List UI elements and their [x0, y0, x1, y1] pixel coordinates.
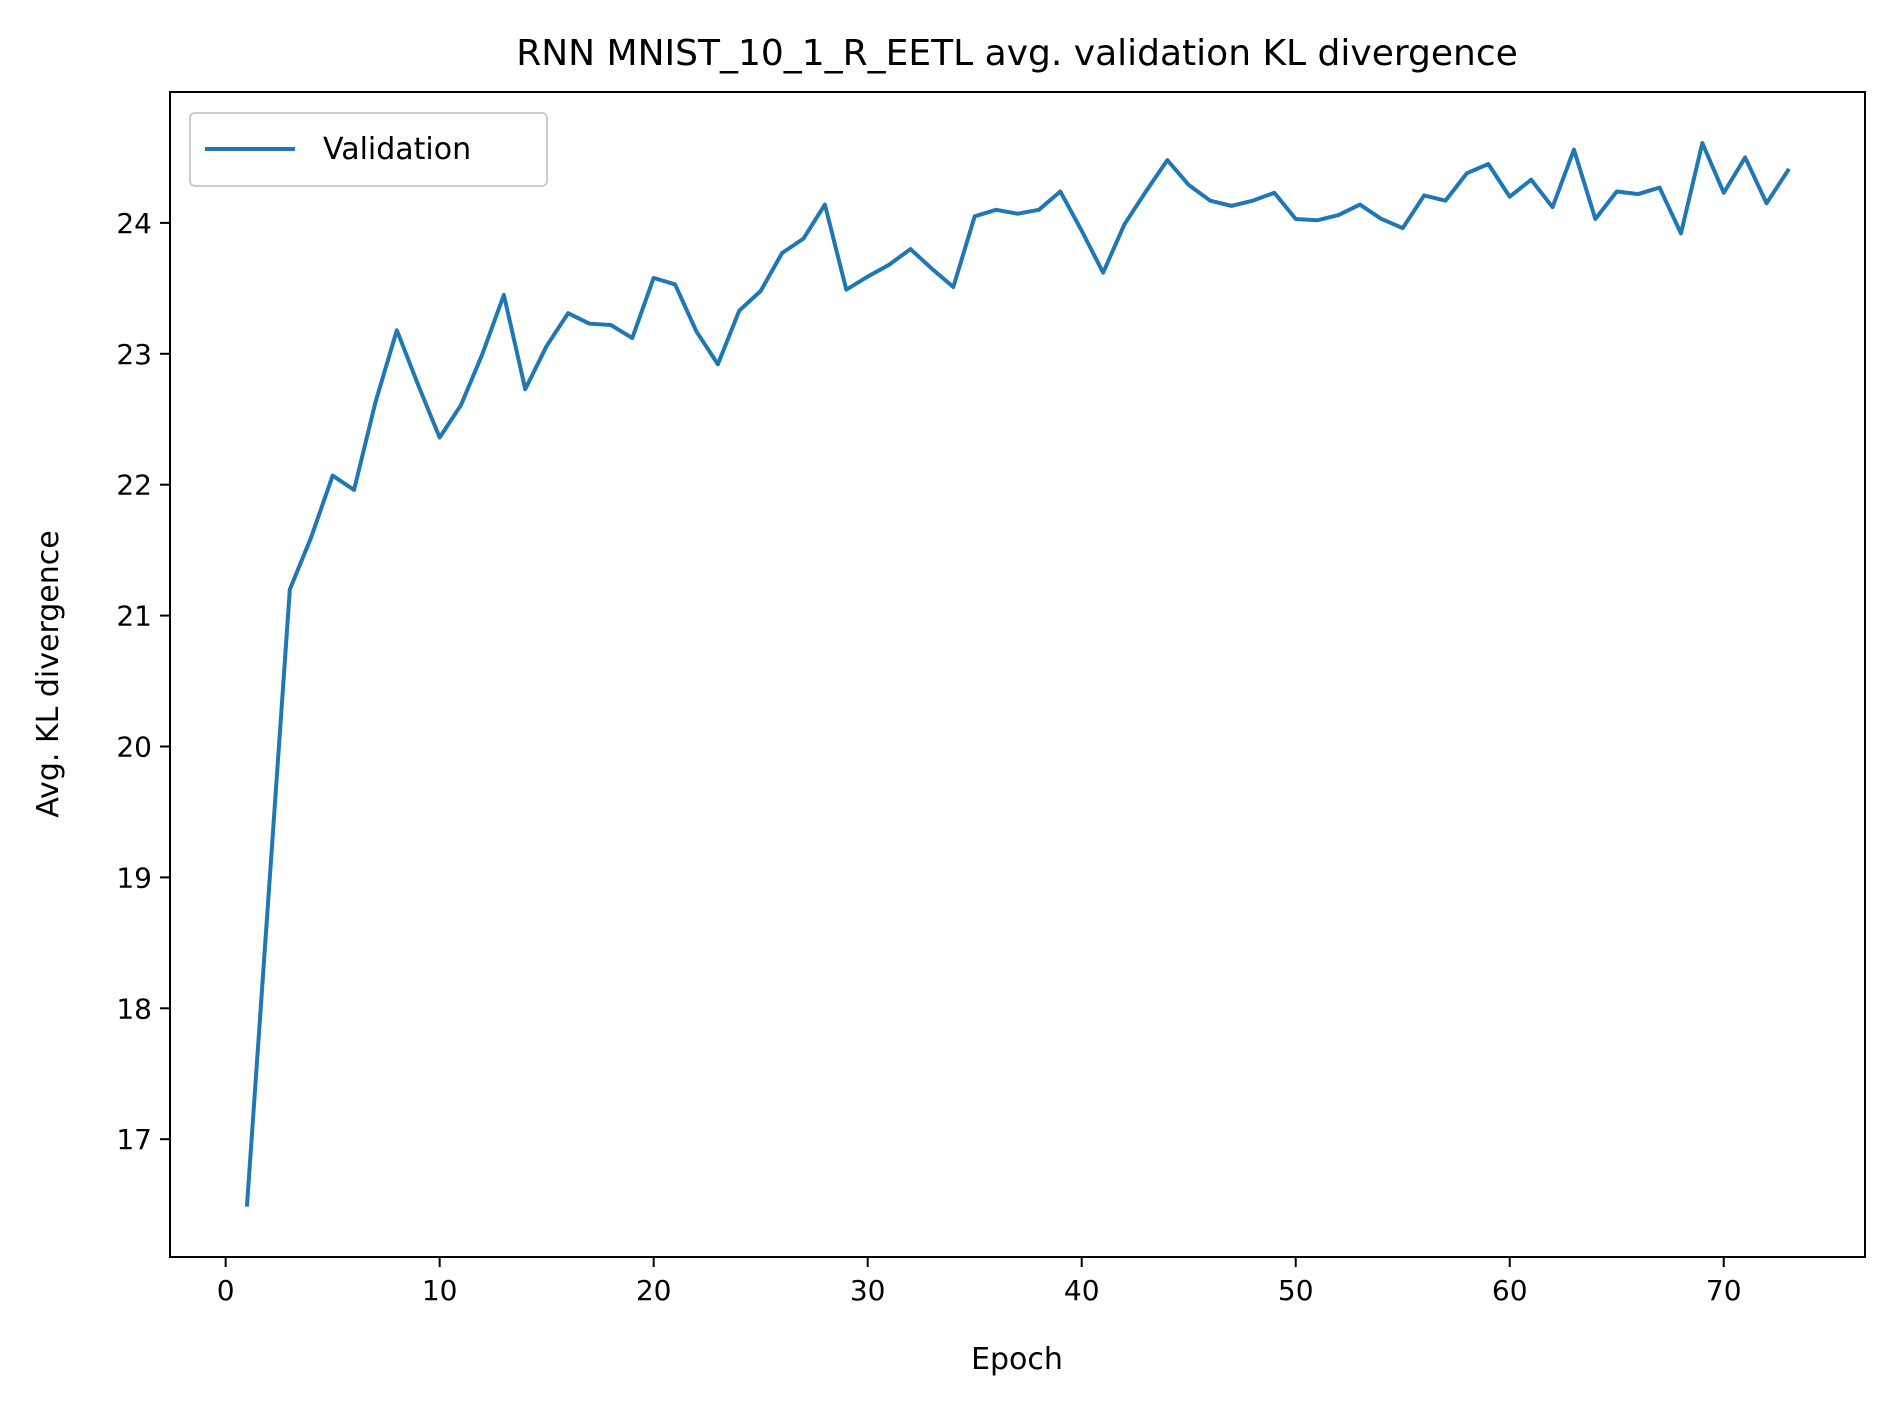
plot-area	[244, 141, 1791, 1207]
y-tick-label: 17	[116, 1123, 152, 1156]
legend-box	[189, 112, 548, 187]
y-tick-label: 21	[116, 600, 152, 633]
x-axis-label: Epoch	[971, 1342, 1063, 1377]
y-axis-label: Avg. KL divergence	[31, 530, 66, 817]
y-axis: 17 18 19 20 21 22 23 24	[116, 207, 170, 1156]
x-tick-label: 50	[1278, 1274, 1314, 1307]
y-tick-label: 19	[116, 861, 152, 894]
plot-frame	[169, 91, 1866, 1258]
x-tick-label: 70	[1706, 1274, 1742, 1307]
x-tick-label: 0	[217, 1274, 235, 1307]
y-tick-label: 23	[116, 338, 152, 371]
y-tick-label: 24	[116, 207, 152, 240]
y-tick-label: 22	[116, 469, 152, 502]
series-line-validation	[244, 141, 1791, 1207]
y-tick-label: 20	[116, 730, 152, 763]
legend-label-validation: Validation	[323, 132, 471, 167]
x-axis: 0 10 20 30 40 50 60 70	[217, 1257, 1742, 1307]
chart-title: RNN MNIST_10_1_R_EETL avg. validation KL…	[516, 33, 1518, 74]
x-tick-label: 40	[1064, 1274, 1100, 1307]
y-tick-label: 18	[116, 992, 152, 1025]
legend: Validation	[189, 112, 548, 187]
x-tick-label: 60	[1492, 1274, 1528, 1307]
x-tick-label: 30	[850, 1274, 886, 1307]
x-tick-label: 10	[422, 1274, 458, 1307]
x-tick-label: 20	[636, 1274, 672, 1307]
